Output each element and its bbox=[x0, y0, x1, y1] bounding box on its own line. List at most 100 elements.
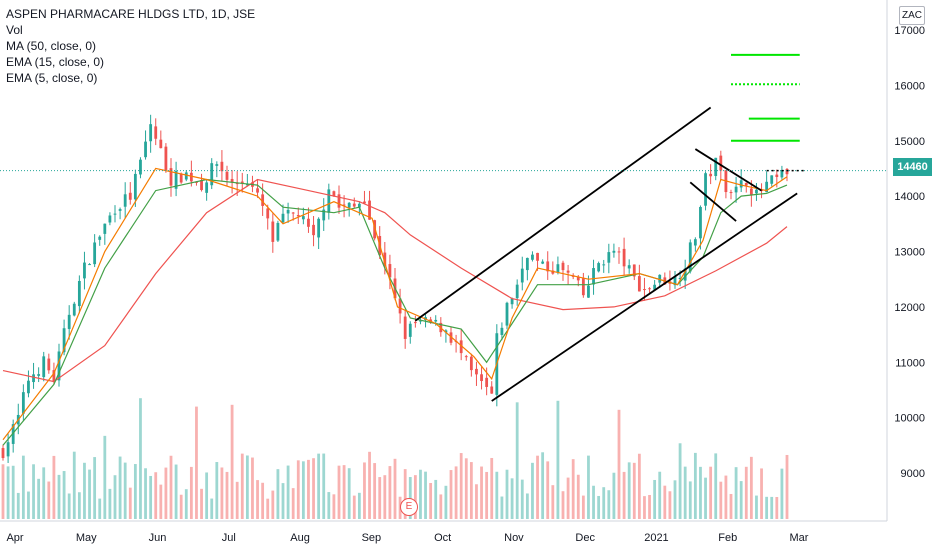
volume-bar bbox=[337, 465, 341, 519]
candle-body bbox=[648, 288, 651, 290]
volume-bar bbox=[37, 478, 41, 519]
time-tick-label: Feb bbox=[718, 532, 737, 544]
candle-body bbox=[291, 212, 295, 214]
volume-bar bbox=[419, 469, 422, 519]
chart-legend: ASPEN PHARMACARE HLDGS LTD, 1D, JSE Vol … bbox=[6, 6, 255, 86]
candle-body bbox=[419, 320, 422, 322]
volume-bar bbox=[637, 453, 641, 519]
candle-body bbox=[699, 206, 702, 239]
volume-bar bbox=[159, 484, 163, 519]
volume-bar bbox=[429, 482, 433, 519]
candle-body bbox=[592, 268, 595, 285]
currency-label[interactable]: ZAC bbox=[899, 6, 925, 25]
candle-body bbox=[444, 330, 448, 333]
volume-bar bbox=[525, 493, 529, 519]
time-tick-label: Apr bbox=[6, 532, 23, 544]
volume-bar bbox=[373, 463, 377, 519]
volume-bar bbox=[388, 466, 392, 519]
volume-bar bbox=[357, 492, 361, 519]
volume-bar bbox=[581, 495, 585, 519]
volume-bar bbox=[21, 455, 25, 519]
candle-body bbox=[307, 218, 310, 227]
volume-bar bbox=[439, 494, 443, 519]
channel-lower-trendline bbox=[491, 192, 798, 402]
candle-body bbox=[775, 174, 779, 178]
candle-body bbox=[398, 298, 402, 314]
candle-body bbox=[709, 173, 713, 177]
volume-bar bbox=[77, 492, 81, 519]
candle-body bbox=[480, 374, 483, 382]
volume-bar bbox=[622, 471, 626, 519]
candle-body bbox=[322, 209, 326, 221]
candle-body bbox=[261, 194, 265, 206]
volume-bar bbox=[179, 494, 183, 519]
time-tick-label: Mar bbox=[790, 532, 809, 544]
volume-bar bbox=[98, 498, 102, 519]
price-tick-label: 11000 bbox=[895, 357, 925, 369]
time-tick-label: Sep bbox=[362, 532, 382, 544]
volume-bar bbox=[6, 466, 10, 519]
candle-body bbox=[144, 141, 147, 158]
candle-body bbox=[541, 261, 545, 264]
volume-bar bbox=[128, 487, 132, 519]
volume-bar bbox=[475, 484, 478, 519]
time-tick-label: Aug bbox=[290, 532, 310, 544]
earnings-event-badge[interactable]: E bbox=[400, 498, 418, 516]
volume-bar bbox=[393, 458, 397, 519]
volume-bar bbox=[16, 492, 20, 519]
time-tick-label: Jun bbox=[149, 532, 167, 544]
volume-bar bbox=[561, 491, 565, 519]
candle-body bbox=[342, 204, 346, 206]
volume-bar bbox=[383, 475, 387, 519]
volume-bar bbox=[505, 469, 509, 519]
candle-body bbox=[317, 218, 321, 238]
volume-bar bbox=[301, 461, 305, 519]
volume-bar bbox=[587, 455, 590, 519]
volume-bar bbox=[556, 400, 560, 519]
candle-body bbox=[739, 180, 743, 188]
price-tick-label: 17000 bbox=[894, 25, 925, 37]
candle-body bbox=[770, 175, 774, 184]
volume-bar bbox=[52, 455, 56, 519]
candle-body bbox=[515, 284, 519, 299]
price-tick-label: 13000 bbox=[894, 247, 925, 259]
candle-body bbox=[536, 252, 539, 261]
candle-body bbox=[174, 171, 178, 189]
candle-body bbox=[714, 157, 718, 177]
volume-bar bbox=[760, 468, 763, 519]
flag-lower-trendline bbox=[689, 181, 737, 222]
candle-body bbox=[327, 189, 331, 213]
volume-bar bbox=[678, 443, 682, 519]
candle-body bbox=[312, 224, 315, 236]
volume-bar bbox=[154, 472, 158, 519]
volume-bar bbox=[286, 465, 290, 519]
candle-body bbox=[6, 442, 10, 457]
candle-body bbox=[500, 327, 504, 335]
volume-bar bbox=[276, 469, 280, 519]
volume-bar bbox=[266, 498, 270, 519]
volume-bar bbox=[693, 452, 697, 519]
volume-bar bbox=[139, 398, 142, 519]
candle-body bbox=[749, 188, 753, 195]
candle-body bbox=[505, 302, 509, 326]
candle-body bbox=[210, 163, 214, 186]
candle-body bbox=[612, 250, 616, 253]
last-price-tag: 14460 bbox=[893, 158, 932, 176]
candle-body bbox=[683, 268, 687, 281]
volume-bar bbox=[780, 468, 784, 519]
candle-body bbox=[413, 322, 417, 324]
candle-body bbox=[408, 323, 412, 337]
candle-body bbox=[363, 201, 366, 204]
volume-bar bbox=[230, 404, 234, 519]
candle-body bbox=[627, 265, 631, 269]
time-tick-label: Nov bbox=[504, 532, 524, 544]
volume-bar bbox=[480, 466, 483, 519]
volume-bar bbox=[108, 488, 112, 519]
candle-body bbox=[37, 374, 41, 376]
volume-bar bbox=[536, 455, 539, 519]
candle-body bbox=[184, 172, 188, 180]
volume-bar bbox=[164, 467, 168, 519]
candle-body bbox=[88, 264, 91, 266]
